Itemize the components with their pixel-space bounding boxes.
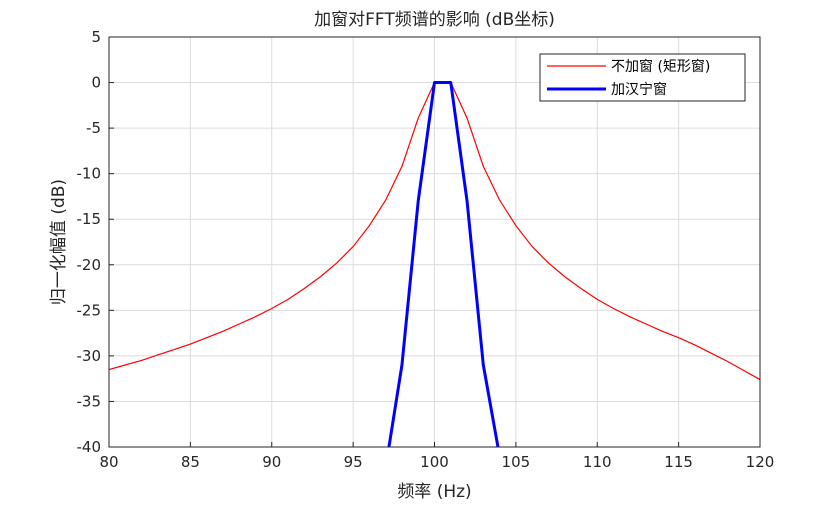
y-tick-label: -30 (77, 347, 102, 365)
y-tick-label: -15 (77, 210, 102, 228)
y-tick-label: -20 (77, 256, 102, 274)
legend-label-rectangular: 不加窗 (矩形窗) (611, 58, 710, 75)
y-tick-label: 0 (91, 74, 101, 92)
x-tick-label: 90 (262, 453, 281, 471)
series-line-hanning (387, 81, 500, 448)
y-tick-label: -35 (77, 392, 102, 410)
x-tick-label: 115 (664, 453, 693, 471)
tick-group: 80 85 90 95 100 105 110 115 120 5 0 -5 -10 -15 -20 -25 -… (77, 28, 775, 471)
x-tick-label: 100 (420, 453, 449, 471)
y-axis-label: 归一化幅值 (dB) (49, 179, 69, 305)
y-tick-label: -25 (77, 301, 102, 319)
series-group (108, 81, 761, 448)
x-tick-label: 95 (344, 453, 363, 471)
y-tick-label: 5 (91, 28, 101, 46)
x-tick-label: 110 (583, 453, 612, 471)
x-tick-label: 120 (746, 453, 775, 471)
legend-box (539, 53, 746, 102)
legend: 不加窗 (矩形窗) 加汉宁窗 (539, 53, 746, 102)
legend-label-hanning: 加汉宁窗 (611, 81, 667, 98)
y-tick-label: -40 (77, 438, 102, 456)
x-tick-label: 80 (99, 453, 118, 471)
y-tick-label: -10 (77, 165, 102, 183)
y-tick-label: -5 (86, 119, 101, 137)
chart-title: 加窗对FFT频谱的影响 (dB坐标) (314, 10, 555, 30)
x-tick-label: 85 (181, 453, 200, 471)
x-tick-label: 105 (502, 453, 531, 471)
x-axis-label: 频率 (Hz) (397, 482, 471, 502)
